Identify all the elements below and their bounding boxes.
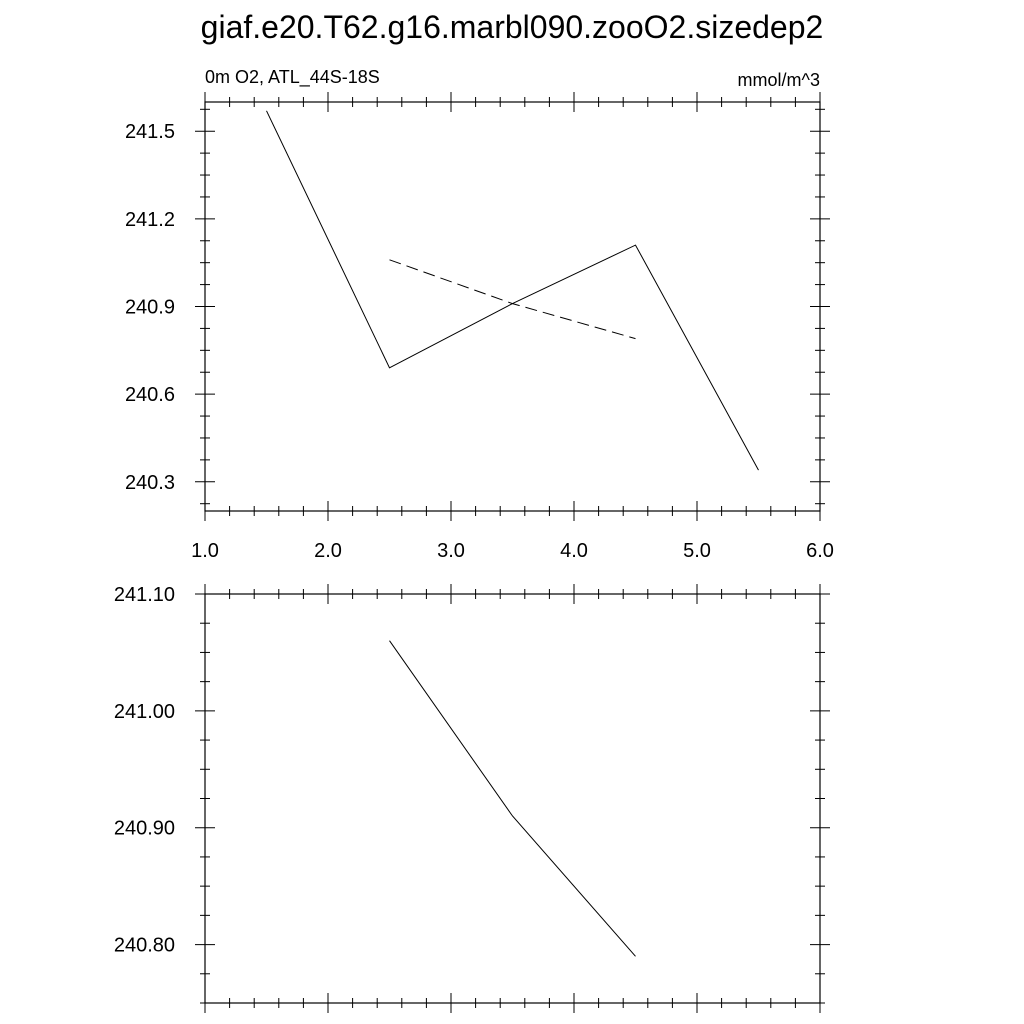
plot-frame-1 bbox=[204, 101, 821, 512]
series-line-2-dashed bbox=[389, 259, 636, 340]
x-tick-label: 4.0 bbox=[560, 540, 588, 562]
x-tick-label: 3.0 bbox=[437, 540, 465, 562]
y-tick-label: 241.10 bbox=[114, 584, 175, 606]
y-tick-label: 240.6 bbox=[125, 384, 175, 406]
panel-1-left-label: 0m O2, ATL_44S-18S bbox=[205, 67, 380, 88]
y-tick-label: 240.90 bbox=[114, 818, 175, 840]
y-tick-label: 240.3 bbox=[125, 472, 175, 494]
panel-2-plot: 240.80 240.90 241.00 241.10 bbox=[114, 584, 830, 1013]
y-tick-label: 240.80 bbox=[114, 935, 175, 957]
series-line-1-solid bbox=[266, 110, 759, 471]
y-tick-label: 241.2 bbox=[125, 209, 175, 231]
y-tick-label: 240.9 bbox=[125, 297, 175, 319]
x-tick-label: 6.0 bbox=[806, 540, 834, 562]
figure-title: giaf.e20.T62.g16.marbl090.zooO2.sizedep2 bbox=[201, 9, 824, 45]
y-tick-label: 241.5 bbox=[125, 121, 175, 143]
panel-1-plot: 1.0 2.0 3.0 4.0 5.0 6.0 240.3 240.6 240.9 241.2 24… bbox=[125, 92, 834, 562]
panel-1-right-label: mmol/m^3 bbox=[738, 70, 820, 90]
y-tick-label: 241.00 bbox=[114, 701, 175, 723]
plot-frame-2 bbox=[204, 593, 821, 1004]
x-tick-label: 1.0 bbox=[191, 540, 219, 562]
x-tick-label: 5.0 bbox=[683, 540, 711, 562]
series-line-1-solid bbox=[389, 640, 636, 957]
x-tick-label: 2.0 bbox=[314, 540, 342, 562]
